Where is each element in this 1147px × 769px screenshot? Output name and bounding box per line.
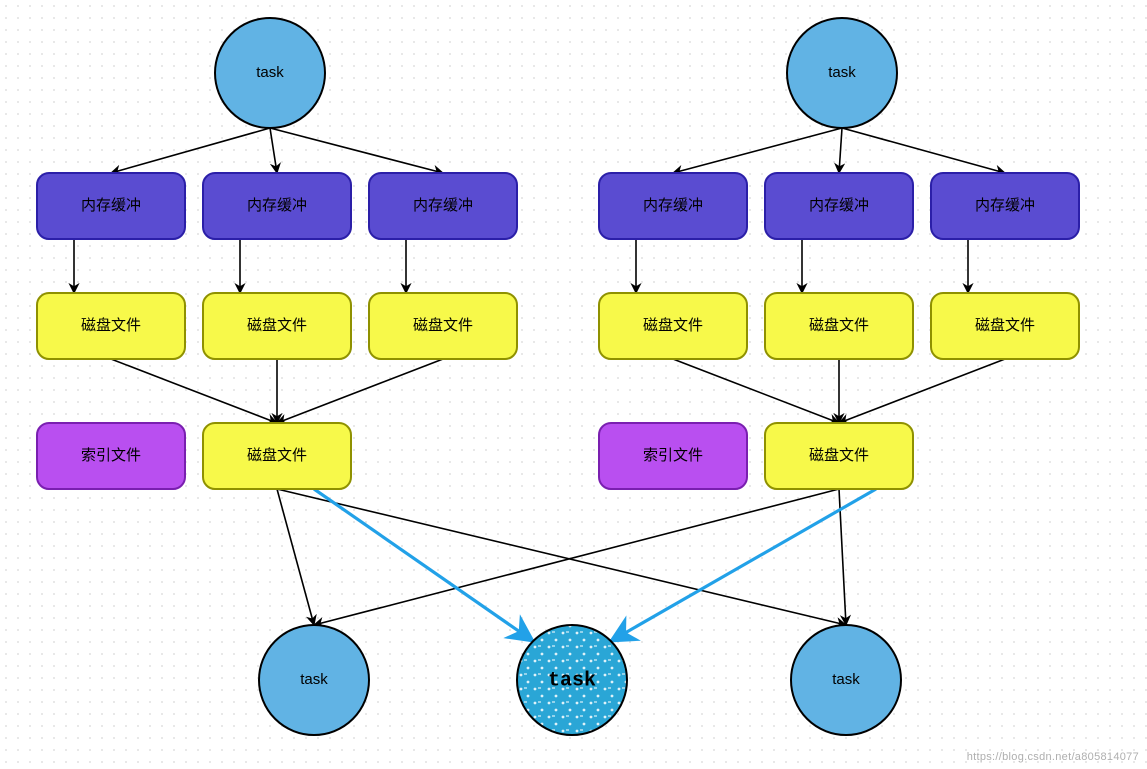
node-m6: 内存缓冲 [931, 173, 1079, 239]
node-label-d4: 磁盘文件 [643, 316, 703, 334]
node-label-dm1: 磁盘文件 [247, 446, 307, 464]
node-m4: 内存缓冲 [599, 173, 747, 239]
node-bt2: task [791, 625, 901, 735]
node-d2: 磁盘文件 [203, 293, 351, 359]
node-dm2: 磁盘文件 [765, 423, 913, 489]
node-d1: 磁盘文件 [37, 293, 185, 359]
node-i2: 索引文件 [599, 423, 747, 489]
node-label-btc: task [548, 669, 596, 692]
node-m2: 内存缓冲 [203, 173, 351, 239]
node-label-d6: 磁盘文件 [975, 316, 1035, 334]
node-d6: 磁盘文件 [931, 293, 1079, 359]
node-label-d5: 磁盘文件 [809, 316, 869, 334]
node-t2: task [787, 18, 897, 128]
node-label-bt2: task [832, 671, 860, 688]
node-label-dm2: 磁盘文件 [809, 446, 869, 464]
node-label-m6: 内存缓冲 [975, 197, 1035, 214]
watermark-text: https://blog.csdn.net/a805814077 [967, 751, 1139, 763]
node-d3: 磁盘文件 [369, 293, 517, 359]
node-label-m4: 内存缓冲 [643, 197, 703, 214]
node-t1: task [215, 18, 325, 128]
node-label-m3: 内存缓冲 [413, 197, 473, 214]
node-dm1: 磁盘文件 [203, 423, 351, 489]
node-label-d3: 磁盘文件 [413, 316, 473, 334]
node-label-t1: task [256, 64, 284, 81]
node-bt1: task [259, 625, 369, 735]
node-label-i1: 索引文件 [81, 447, 141, 464]
node-label-i2: 索引文件 [643, 447, 703, 464]
node-m5: 内存缓冲 [765, 173, 913, 239]
node-label-d2: 磁盘文件 [247, 316, 307, 334]
node-m3: 内存缓冲 [369, 173, 517, 239]
node-d4: 磁盘文件 [599, 293, 747, 359]
node-label-bt1: task [300, 671, 328, 688]
node-label-d1: 磁盘文件 [81, 316, 141, 334]
node-label-t2: task [828, 64, 856, 81]
node-label-m1: 内存缓冲 [81, 197, 141, 214]
diagram-canvas: tasktask内存缓冲内存缓冲内存缓冲内存缓冲内存缓冲内存缓冲磁盘文件磁盘文件… [0, 0, 1147, 769]
node-label-m5: 内存缓冲 [809, 197, 869, 214]
node-m1: 内存缓冲 [37, 173, 185, 239]
node-label-m2: 内存缓冲 [247, 197, 307, 214]
node-d5: 磁盘文件 [765, 293, 913, 359]
node-i1: 索引文件 [37, 423, 185, 489]
node-btc: task [517, 625, 627, 735]
